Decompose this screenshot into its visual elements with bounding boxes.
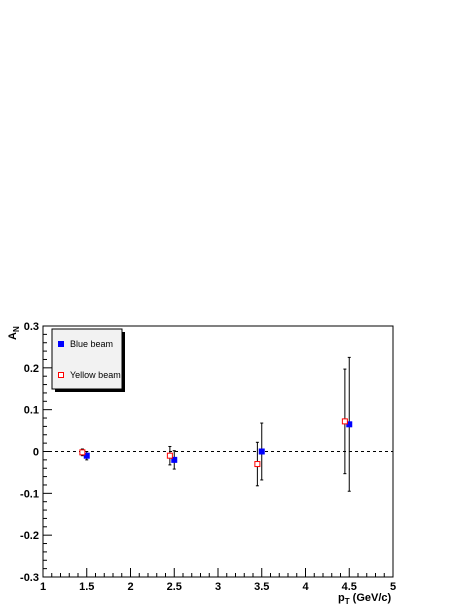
- x-tick-label: 3.5: [254, 581, 269, 593]
- x-tick-label: 2: [127, 581, 133, 593]
- legend-yellow-marker: [58, 372, 64, 378]
- blue-beam-point: [258, 448, 265, 455]
- data-markers: [79, 418, 353, 468]
- legend-box: [51, 328, 123, 390]
- yellow-beam-point: [79, 449, 86, 456]
- y-tick-label: -0.2: [20, 530, 39, 542]
- legend-yellow-label: Yellow beam: [70, 370, 121, 380]
- x-tick-label: 4.5: [342, 581, 357, 593]
- y-tick-label: 0.3: [24, 321, 39, 333]
- x-tick-label: 1: [40, 581, 46, 593]
- svg-text:AN: AN: [7, 326, 21, 340]
- x-tick-label: 5: [390, 581, 396, 593]
- x-tick-label: 1.5: [79, 581, 94, 593]
- x-tick-label: 2.5: [167, 581, 182, 593]
- y-axis-title: AN: [7, 326, 21, 340]
- y-axis: -0.3 -0.2 -0.1 0 0.1 0.2 0.3: [20, 321, 52, 584]
- y-tick-label: 0.2: [24, 363, 39, 375]
- x-tick-label: 4: [302, 581, 309, 593]
- yellow-beam-point: [341, 418, 348, 425]
- legend-blue-marker: [58, 341, 64, 347]
- y-tick-label: -0.1: [20, 488, 39, 500]
- blue-beam-point: [83, 452, 90, 459]
- y-tick-label: 0.1: [24, 405, 39, 417]
- x-tick-label: 3: [215, 581, 221, 593]
- y-tick-label: -0.3: [20, 572, 39, 584]
- legend: Blue beam Yellow beam: [51, 328, 125, 392]
- yellow-beam-point: [254, 461, 261, 468]
- yellow-beam-point: [166, 452, 173, 459]
- legend-blue-label: Blue beam: [70, 339, 113, 349]
- blue-beam-point: [171, 456, 178, 463]
- y-tick-label: 0: [33, 447, 39, 459]
- x-axis: 1 1.5 2 2.5 3 3.5 4 4.5 5: [40, 568, 396, 593]
- blue-beam-point: [346, 421, 353, 428]
- x-axis-title: pT (GeV/c): [338, 592, 392, 606]
